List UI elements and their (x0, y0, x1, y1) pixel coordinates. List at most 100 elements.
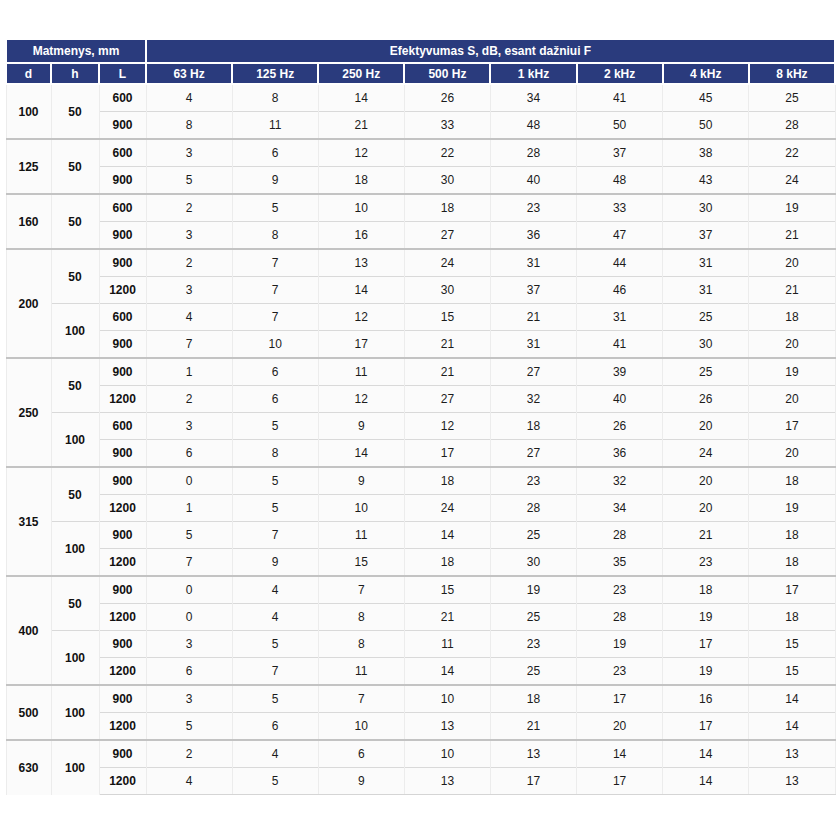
header-group-row: Matmenys, mm Efektyvumas S, dB, esant da… (6, 39, 835, 63)
value-cell: 48 (490, 112, 576, 140)
value-cell: 39 (577, 358, 663, 386)
table-row: 120067111425231915 (6, 658, 835, 686)
col-header-2khz: 2 kHz (577, 63, 663, 84)
value-cell: 4 (232, 576, 318, 604)
value-cell: 5 (146, 713, 232, 741)
value-cell: 13 (490, 740, 576, 768)
l-cell: 1200 (99, 658, 146, 686)
value-cell: 5 (232, 413, 318, 440)
d-cell: 630 (6, 740, 51, 795)
value-cell: 5 (232, 467, 318, 495)
l-cell: 1200 (99, 768, 146, 795)
value-cell: 9 (318, 768, 404, 795)
value-cell: 37 (663, 222, 749, 250)
l-cell: 900 (99, 740, 146, 768)
value-cell: 25 (663, 358, 749, 386)
l-cell: 600 (99, 413, 146, 440)
table-row: 6301009002461013141413 (6, 740, 835, 768)
value-cell: 8 (146, 112, 232, 140)
value-cell: 30 (404, 167, 490, 195)
table-row: 1255060036122228373822 (6, 139, 835, 167)
value-cell: 20 (663, 495, 749, 522)
l-cell: 900 (99, 522, 146, 549)
value-cell: 33 (577, 194, 663, 222)
value-cell: 47 (577, 222, 663, 250)
value-cell: 2 (146, 194, 232, 222)
value-cell: 11 (318, 658, 404, 686)
value-cell: 16 (318, 222, 404, 250)
value-cell: 38 (663, 139, 749, 167)
h-cell: 100 (51, 685, 99, 740)
l-cell: 1200 (99, 549, 146, 577)
d-cell: 125 (6, 139, 51, 194)
l-cell: 900 (99, 222, 146, 250)
l-cell: 1200 (99, 386, 146, 413)
value-cell: 7 (146, 331, 232, 359)
value-cell: 23 (577, 658, 663, 686)
value-cell: 18 (749, 549, 835, 577)
header-columns-row: d h L 63 Hz 125 Hz 250 Hz 500 Hz 1 kHz 2… (6, 63, 835, 84)
value-cell: 7 (232, 304, 318, 331)
value-cell: 25 (490, 658, 576, 686)
h-cell: 100 (51, 740, 99, 795)
value-cell: 9 (318, 467, 404, 495)
value-cell: 15 (749, 658, 835, 686)
value-cell: 18 (404, 194, 490, 222)
value-cell: 17 (749, 576, 835, 604)
l-cell: 900 (99, 576, 146, 604)
value-cell: 3 (146, 222, 232, 250)
d-cell: 160 (6, 194, 51, 249)
value-cell: 27 (490, 358, 576, 386)
h-cell: 50 (51, 249, 99, 304)
value-cell: 25 (490, 522, 576, 549)
value-cell: 11 (232, 112, 318, 140)
value-cell: 31 (490, 331, 576, 359)
value-cell: 0 (146, 467, 232, 495)
table-row: 90059183040484324 (6, 167, 835, 195)
l-cell: 900 (99, 685, 146, 713)
table-row: 12004591317171413 (6, 768, 835, 795)
value-cell: 17 (577, 685, 663, 713)
value-cell: 10 (404, 685, 490, 713)
value-cell: 14 (663, 768, 749, 795)
col-header-125hz: 125 Hz (232, 63, 318, 84)
value-cell: 14 (404, 522, 490, 549)
value-cell: 13 (404, 768, 490, 795)
table-row: 1605060025101823333019 (6, 194, 835, 222)
d-cell: 315 (6, 467, 51, 576)
value-cell: 15 (404, 304, 490, 331)
value-cell: 17 (663, 631, 749, 658)
value-cell: 30 (663, 331, 749, 359)
value-cell: 7 (232, 249, 318, 277)
value-cell: 25 (663, 304, 749, 331)
l-cell: 600 (99, 194, 146, 222)
value-cell: 36 (577, 440, 663, 468)
value-cell: 48 (577, 167, 663, 195)
value-cell: 31 (577, 304, 663, 331)
h-cell: 50 (51, 467, 99, 522)
value-cell: 30 (404, 277, 490, 304)
value-cell: 9 (232, 167, 318, 195)
value-cell: 25 (749, 84, 835, 112)
h-cell: 100 (51, 631, 99, 686)
d-cell: 250 (6, 358, 51, 467)
value-cell: 13 (318, 249, 404, 277)
value-cell: 34 (577, 495, 663, 522)
table-row: 120037143037463121 (6, 277, 835, 304)
value-cell: 4 (146, 768, 232, 795)
value-cell: 50 (663, 112, 749, 140)
value-cell: 18 (749, 467, 835, 495)
value-cell: 21 (663, 522, 749, 549)
value-cell: 8 (232, 84, 318, 112)
value-cell: 18 (749, 522, 835, 549)
value-cell: 37 (577, 139, 663, 167)
value-cell: 23 (663, 549, 749, 577)
l-cell: 1200 (99, 713, 146, 741)
value-cell: 3 (146, 277, 232, 304)
value-cell: 10 (318, 713, 404, 741)
d-cell: 100 (6, 84, 51, 139)
value-cell: 41 (577, 331, 663, 359)
value-cell: 45 (663, 84, 749, 112)
value-cell: 14 (663, 740, 749, 768)
col-header-l: L (99, 63, 146, 84)
